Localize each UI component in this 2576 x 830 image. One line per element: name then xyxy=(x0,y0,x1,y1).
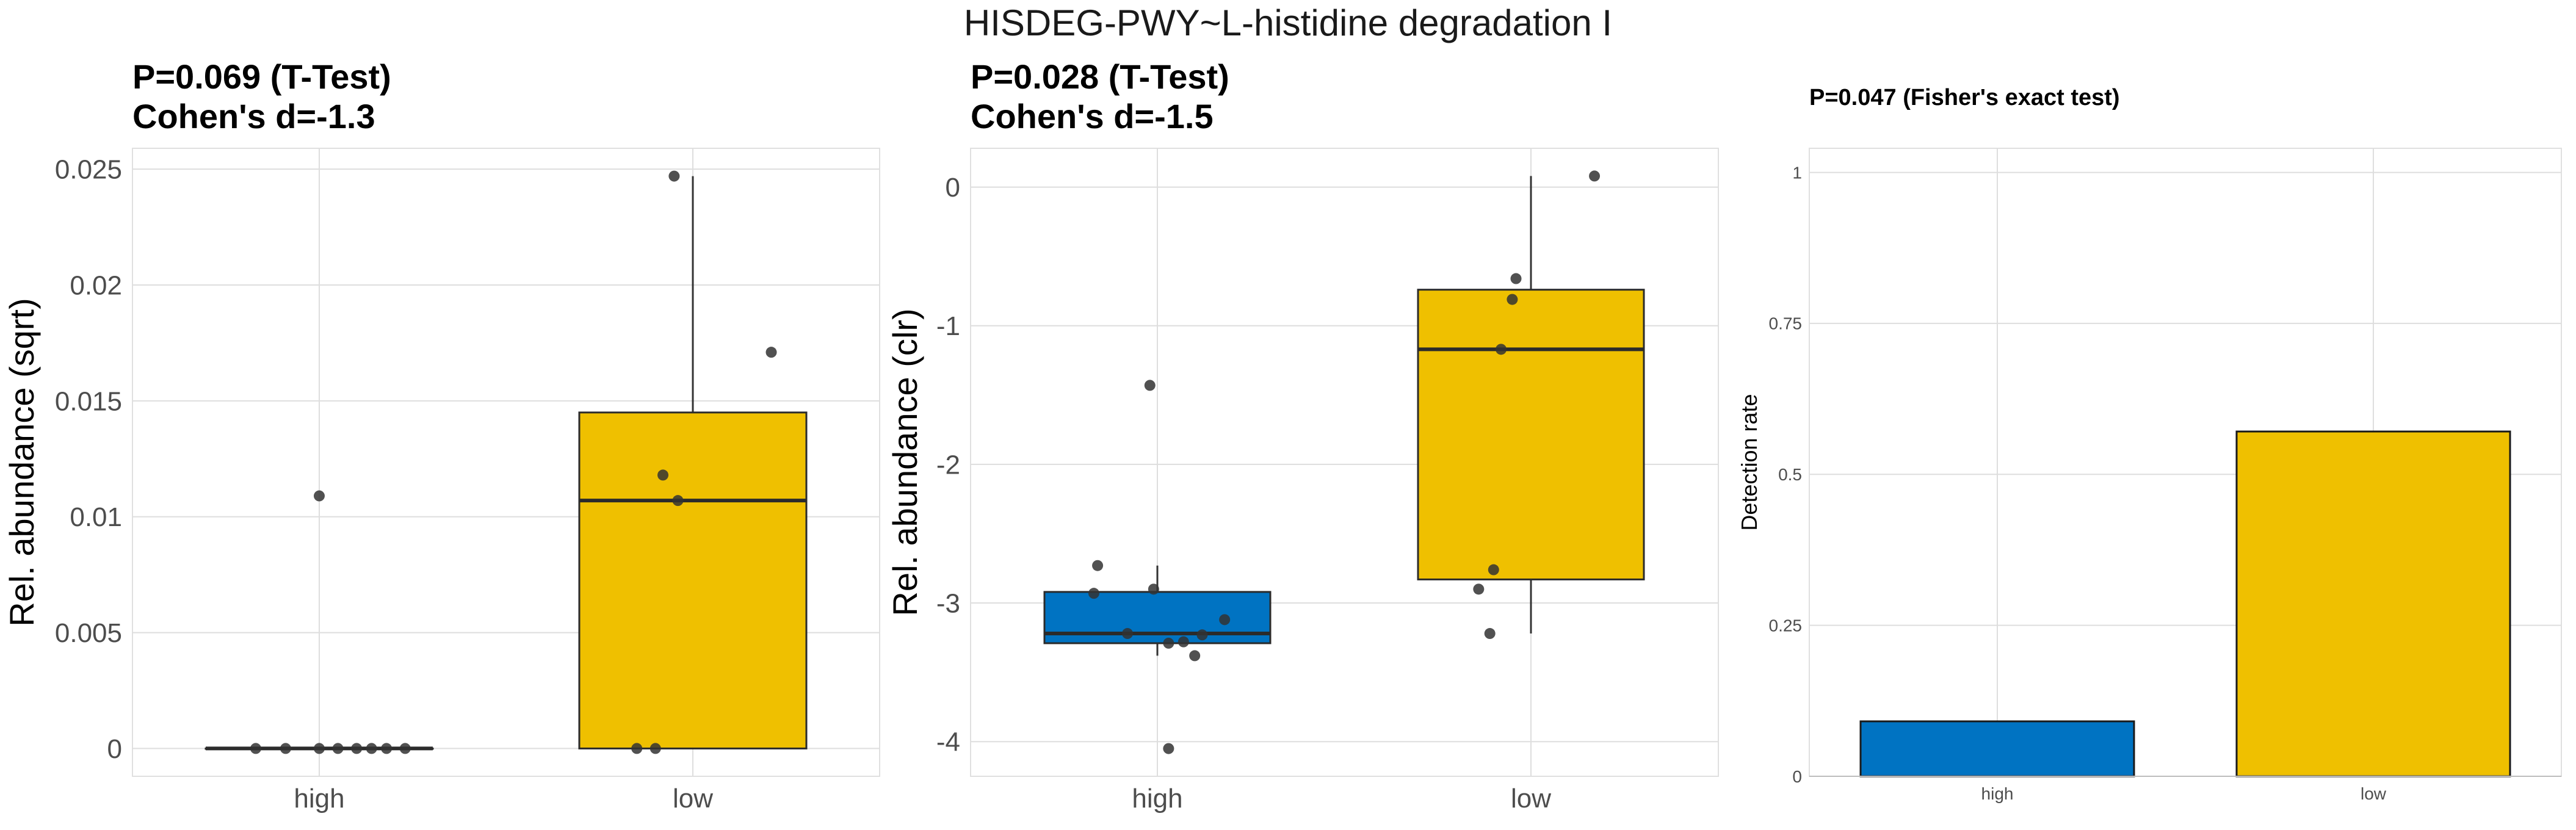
y-axis-label: Rel. abundance (sqrt) xyxy=(2,298,41,627)
data-point-low xyxy=(672,495,684,507)
figure-title: HISDEG-PWY~L-histidine degradation I xyxy=(964,2,1612,43)
data-point-high xyxy=(314,743,325,754)
data-point-high xyxy=(1189,650,1201,662)
y-tick-label: -3 xyxy=(936,588,960,618)
y-tick-label: -4 xyxy=(936,727,960,757)
data-point-low xyxy=(765,347,777,358)
panel-subtitle-stat: P=0.047 (Fisher's exact test) xyxy=(1809,85,2120,110)
y-tick-label: 0.015 xyxy=(55,386,122,416)
data-point-low xyxy=(668,170,680,182)
data-point-high xyxy=(250,743,261,754)
y-tick-label: 0 xyxy=(1792,767,1802,786)
panel-relative-abundance-clr: -4 -3 -2 -1 0 P=0.028 (T-Test)Cohen's d=-1.5 R… xyxy=(886,57,1719,814)
y-tick-label: 1 xyxy=(1792,163,1802,182)
x-tick-label-high: high xyxy=(294,784,344,814)
y-tick-label: 0 xyxy=(946,173,960,203)
data-point-low xyxy=(631,743,643,754)
data-point-high xyxy=(1163,637,1174,649)
data-point-low xyxy=(1589,170,1601,182)
data-point-high xyxy=(1122,628,1134,640)
panel-subtitle-effect: Cohen's d=-1.5 xyxy=(971,97,1214,135)
y-tick-label: -1 xyxy=(936,311,960,341)
data-point-high xyxy=(280,743,291,754)
data-point-high xyxy=(1088,588,1099,599)
y-tick-label: 0.02 xyxy=(70,270,122,300)
data-point-high xyxy=(351,743,363,754)
data-point-high xyxy=(1163,743,1174,754)
data-point-low xyxy=(649,743,661,754)
data-point-high xyxy=(381,743,393,754)
data-point-low xyxy=(1488,564,1499,576)
box-high xyxy=(1043,591,1272,644)
box-low xyxy=(578,411,808,749)
x-tick-label-low: low xyxy=(673,784,713,814)
y-tick-label: 0.01 xyxy=(70,502,122,532)
data-point-low xyxy=(1496,344,1507,355)
y-tick-label: 0.5 xyxy=(1778,465,1802,484)
data-point-high xyxy=(1144,380,1156,391)
data-point-high xyxy=(399,743,411,754)
x-tick-label-low: low xyxy=(2361,784,2387,803)
y-axis-label: Rel. abundance (clr) xyxy=(886,308,924,616)
data-point-low xyxy=(1507,294,1518,305)
y-tick-label: 0 xyxy=(107,734,122,764)
bar-low xyxy=(2235,430,2511,778)
panel-subtitle-effect: Cohen's d=-1.3 xyxy=(132,97,375,135)
panel-subtitle-stat: P=0.028 (T-Test) xyxy=(971,57,1229,96)
y-axis-label: Detection rate xyxy=(1737,394,1762,530)
data-point-low xyxy=(1473,583,1485,595)
data-point-high xyxy=(1178,636,1189,648)
x-tick-label-high: high xyxy=(1132,784,1182,814)
data-point-high xyxy=(1092,560,1104,571)
x-tick-label-high: high xyxy=(1981,784,2014,803)
box-low xyxy=(1417,289,1645,580)
y-tick-label: 0.75 xyxy=(1769,314,1803,333)
y-tick-label: 0.25 xyxy=(1769,616,1803,635)
x-tick-label-low: low xyxy=(1511,784,1551,814)
data-point-high xyxy=(314,490,325,502)
data-point-low xyxy=(1484,628,1496,640)
data-point-low xyxy=(1510,273,1522,284)
data-point-high xyxy=(332,743,344,754)
y-tick-label: -2 xyxy=(936,450,960,480)
bar-high xyxy=(1859,720,2135,778)
y-tick-label: 0.005 xyxy=(55,618,122,648)
data-point-high xyxy=(1196,629,1208,641)
data-point-high xyxy=(1148,583,1159,595)
data-point-high xyxy=(1219,614,1231,626)
panel-subtitle-stat: P=0.069 (T-Test) xyxy=(132,57,391,96)
data-point-low xyxy=(657,469,669,481)
data-point-high xyxy=(366,743,377,754)
panel-detection-rate: 0 0.25 0.5 0.75 1 P=0.047 (Fisher's exact tes… xyxy=(1737,85,2562,803)
panel-relative-abundance-sqrt: 0 0.005 0.01 0.015 0.02 0.025 P=0.069 (T-Test)… xyxy=(2,57,880,814)
y-tick-label: 0.025 xyxy=(55,155,122,185)
